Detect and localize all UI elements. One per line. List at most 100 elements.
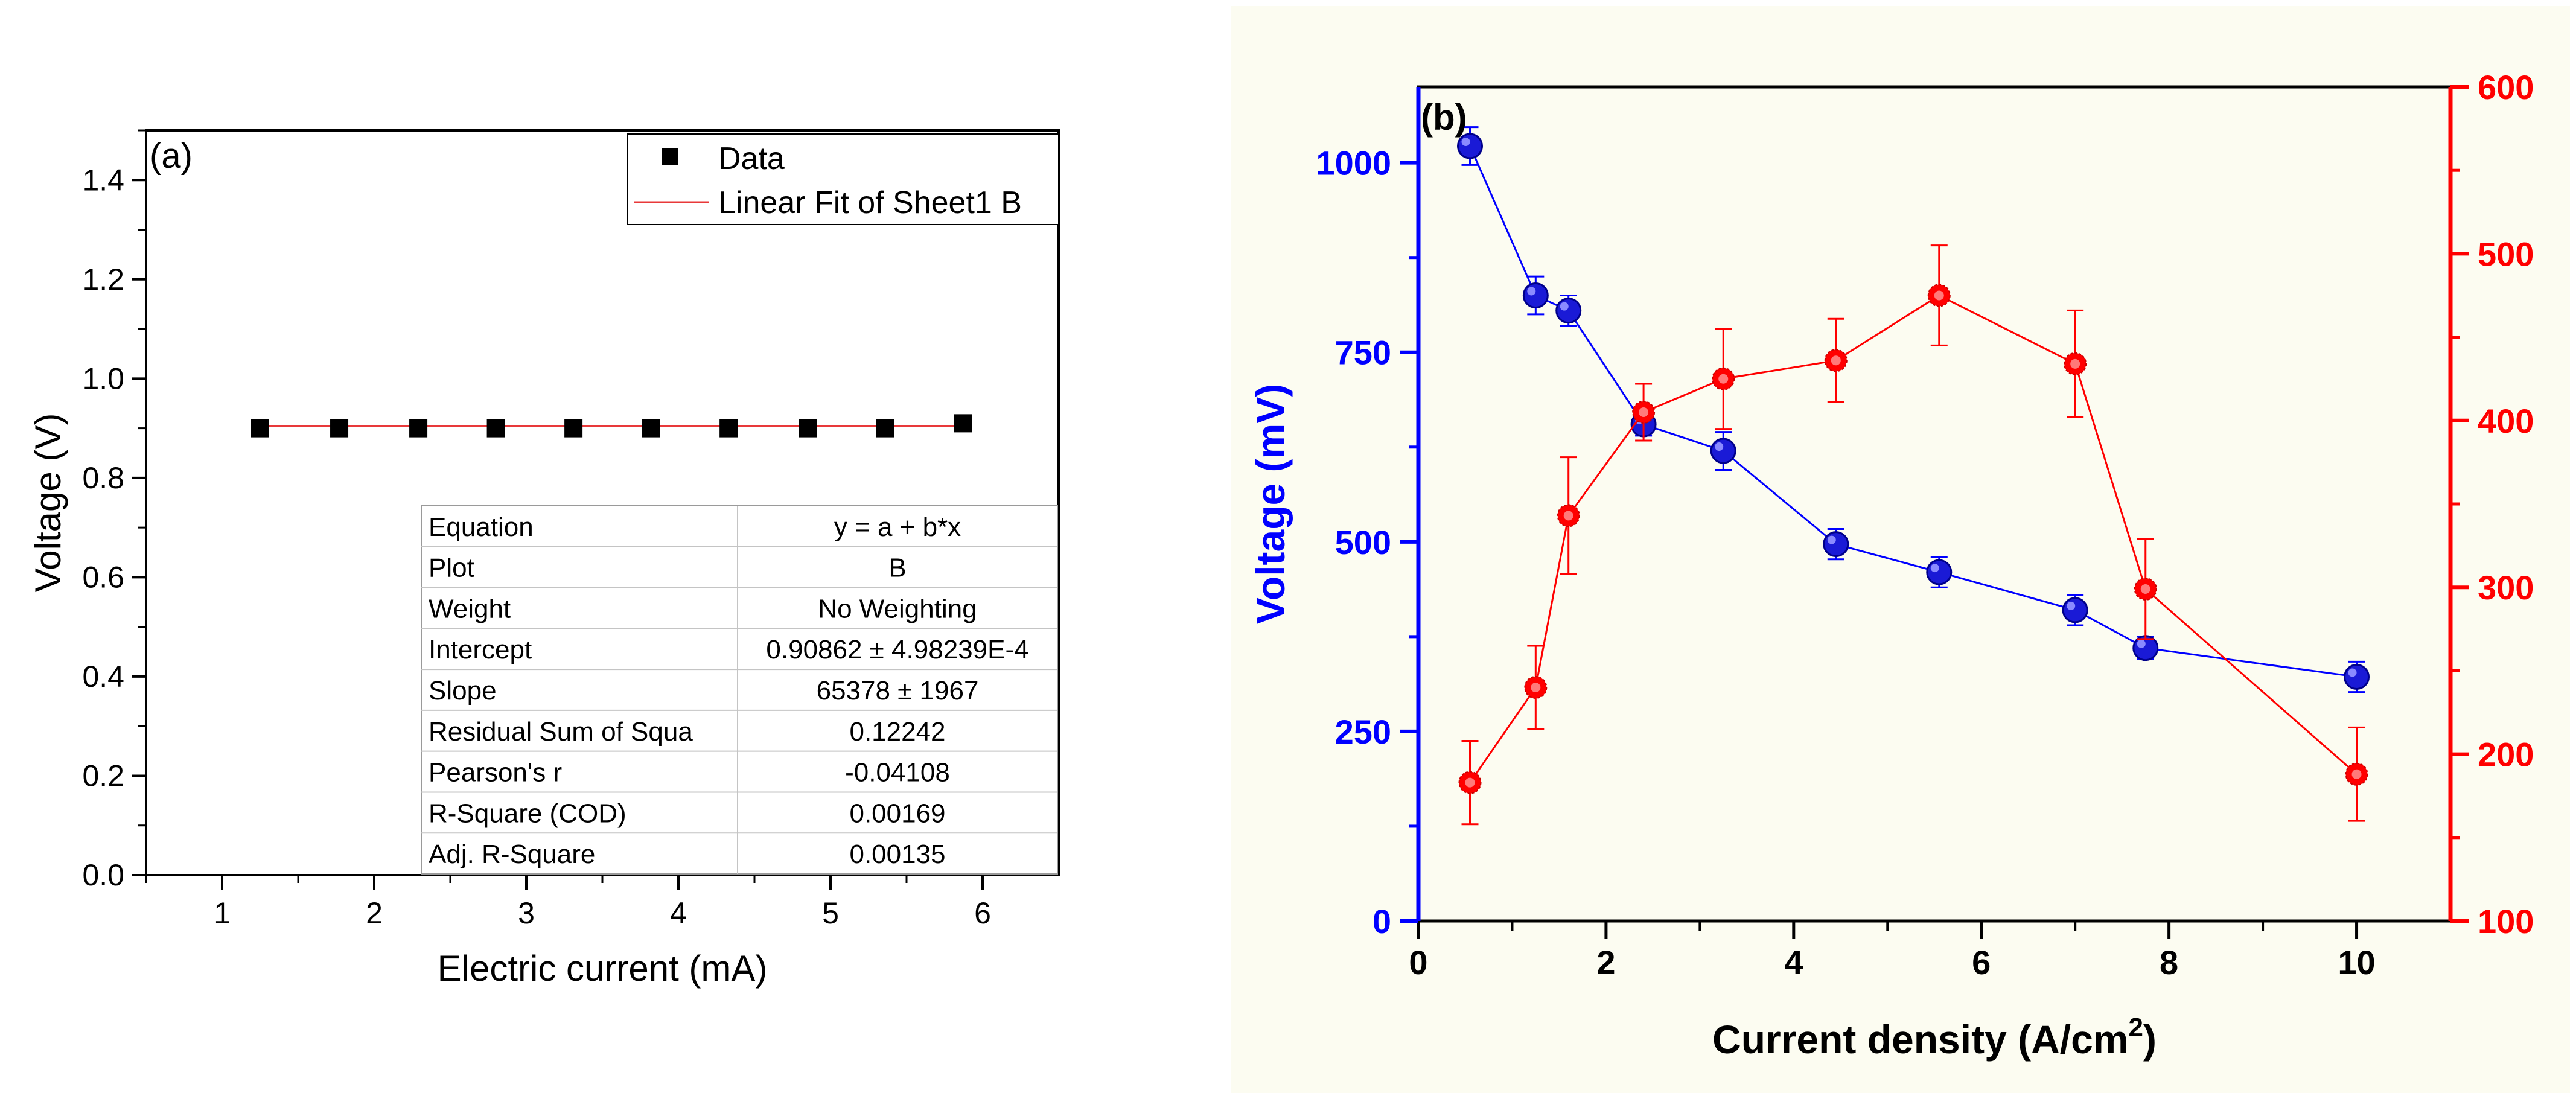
b-power-point-center <box>1718 374 1729 384</box>
b-background <box>1231 6 2570 1093</box>
b-x-axis-label-sup: 2 <box>2129 1013 2143 1042</box>
b-x-tick-label: 6 <box>1972 943 1991 981</box>
a-y-tick-label: 0.8 <box>82 461 124 495</box>
b-power-point-center <box>1465 777 1475 788</box>
b-power-point-center <box>2070 358 2080 369</box>
b-x-tick-label: 8 <box>2160 943 2178 981</box>
b-voltage-point-highlight <box>1715 442 1724 451</box>
b-x-tick-label: 2 <box>1596 943 1615 981</box>
b-voltage-point-highlight <box>1461 137 1470 146</box>
b-voltage-point <box>2062 597 2088 623</box>
a-x-tick-label: 3 <box>518 896 535 930</box>
a-table-cell-label: Adj. R-Square <box>429 840 595 869</box>
b-voltage-point-highlight <box>1560 302 1569 311</box>
b-voltage-point-highlight <box>2348 668 2357 677</box>
b-power-point-center <box>2140 584 2150 594</box>
b-power-point <box>1824 349 1848 372</box>
b-y-right-tick-label: 300 <box>2478 569 2534 607</box>
b-voltage-point <box>1522 282 1549 308</box>
b-power-line <box>1469 294 2358 783</box>
b-series-voltage <box>1457 126 2370 693</box>
a-y-tick-label: 0.0 <box>82 858 124 892</box>
a-data-point <box>954 414 972 433</box>
b-x-axis-label: Current density (A/cm2) <box>1712 1013 2157 1062</box>
a-data-point <box>799 419 817 438</box>
a-legend-data-marker <box>662 148 678 165</box>
a-data-point <box>486 419 505 438</box>
b-voltage-point <box>1710 438 1736 464</box>
b-x-axis-label-end: ) <box>2143 1017 2157 1062</box>
a-x-tick-label: 5 <box>822 896 839 930</box>
a-y-tick-label: 1.2 <box>82 263 124 296</box>
a-table-cell-value: 0.90862 ± 4.98239E-4 <box>766 635 1028 664</box>
b-voltage-point <box>2132 635 2159 661</box>
b-voltage-point-highlight <box>1930 564 1939 573</box>
b-series-power <box>1458 244 2368 826</box>
a-fit-table-gridlines <box>421 506 1057 874</box>
a-table-cell-label: R-Square (COD) <box>429 798 626 828</box>
a-ticks: 1 2 3 4 5 6 0.0 0.2 0.4 0.6 0.8 1.0 1.2 1.4 <box>82 129 991 930</box>
b-y-axis-label-left: Voltage (mV) <box>1248 384 1293 624</box>
a-table-cell-label: Slope <box>429 676 497 706</box>
a-table-cell-label: Plot <box>429 553 474 583</box>
b-y-right-tick-label: 400 <box>2478 402 2534 440</box>
b-y-left-tick-label: 1000 <box>1316 144 1391 182</box>
chart-a: 1 2 3 4 5 6 0.0 0.2 0.4 0.6 0.8 1.0 1.2 1.4 (a) Elect… <box>28 129 1060 989</box>
a-table-cell-value: -0.04108 <box>845 758 950 788</box>
b-x-tick-label: 0 <box>1409 943 1427 981</box>
a-data-point <box>409 419 428 438</box>
b-y-left-tick-label: 500 <box>1335 523 1391 561</box>
b-y-left-tick-label: 0 <box>1372 902 1391 940</box>
b-power-point-center <box>1934 290 1944 301</box>
a-y-tick-label: 1.4 <box>82 163 124 197</box>
a-table-cell-value: 65378 ± 1967 <box>817 676 979 706</box>
a-y-tick-label: 1.0 <box>82 362 124 395</box>
b-x-tick-label: 4 <box>1784 943 1803 981</box>
b-x-tick-label: 10 <box>2338 943 2375 981</box>
a-data-point <box>330 419 349 438</box>
b-voltage-point <box>1457 133 1483 159</box>
a-x-axis-label: Electric current (mA) <box>438 948 768 989</box>
plot-b-frame <box>1417 85 2452 923</box>
b-voltage-line <box>1469 145 2357 678</box>
b-voltage-point <box>2344 663 2370 690</box>
b-power-point <box>2134 577 2157 601</box>
a-data-points <box>251 414 972 438</box>
a-data-point <box>719 419 738 438</box>
b-y-right-tick-label: 200 <box>2478 736 2534 774</box>
a-data-point <box>876 419 894 438</box>
a-table-cell-value: 0.12242 <box>849 717 945 747</box>
b-power-point-center <box>2351 769 2362 779</box>
b-y-right-tick-label: 600 <box>2478 68 2534 106</box>
a-y-axis-label: Voltage (V) <box>28 413 68 593</box>
a-y-tick-label: 0.6 <box>82 560 124 594</box>
a-x-tick-label: 2 <box>366 896 383 930</box>
b-y-left-tick-label: 250 <box>1335 713 1391 751</box>
b-voltage-point-highlight <box>1827 535 1836 544</box>
b-power-point-center <box>1563 511 1573 521</box>
a-table-cell-label: Weight <box>429 594 511 623</box>
b-power-point <box>1524 676 1548 699</box>
b-power-point-center <box>1531 683 1541 693</box>
b-voltage-point-highlight <box>1635 416 1644 425</box>
a-y-tick-label: 0.4 <box>82 660 124 693</box>
a-table-cell-value: B <box>888 553 906 583</box>
a-data-point <box>564 419 583 438</box>
b-voltage-point <box>1630 411 1657 438</box>
a-panel-label: (a) <box>150 136 193 176</box>
b-power-point <box>1557 504 1580 527</box>
b-voltage-point <box>1823 531 1849 558</box>
a-x-tick-label: 1 <box>214 896 231 930</box>
b-voltage-point <box>1555 298 1582 324</box>
a-table-cell-value: y = a + b*x <box>834 512 961 542</box>
a-fit-table-box <box>421 505 1058 875</box>
a-legend-box <box>627 133 1059 225</box>
a-fit-table-rows: Equation y = a + b*x Plot B Weight No Weighti… <box>429 512 1029 869</box>
a-x-tick-label: 6 <box>974 896 991 930</box>
b-power-point <box>2064 352 2087 375</box>
b-power-point-center <box>1831 355 1841 366</box>
b-y-right-tick-label: 100 <box>2478 902 2534 940</box>
b-x-axis-label-main: Current density (A/cm <box>1712 1017 2128 1062</box>
a-table-cell-label: Intercept <box>429 635 532 664</box>
